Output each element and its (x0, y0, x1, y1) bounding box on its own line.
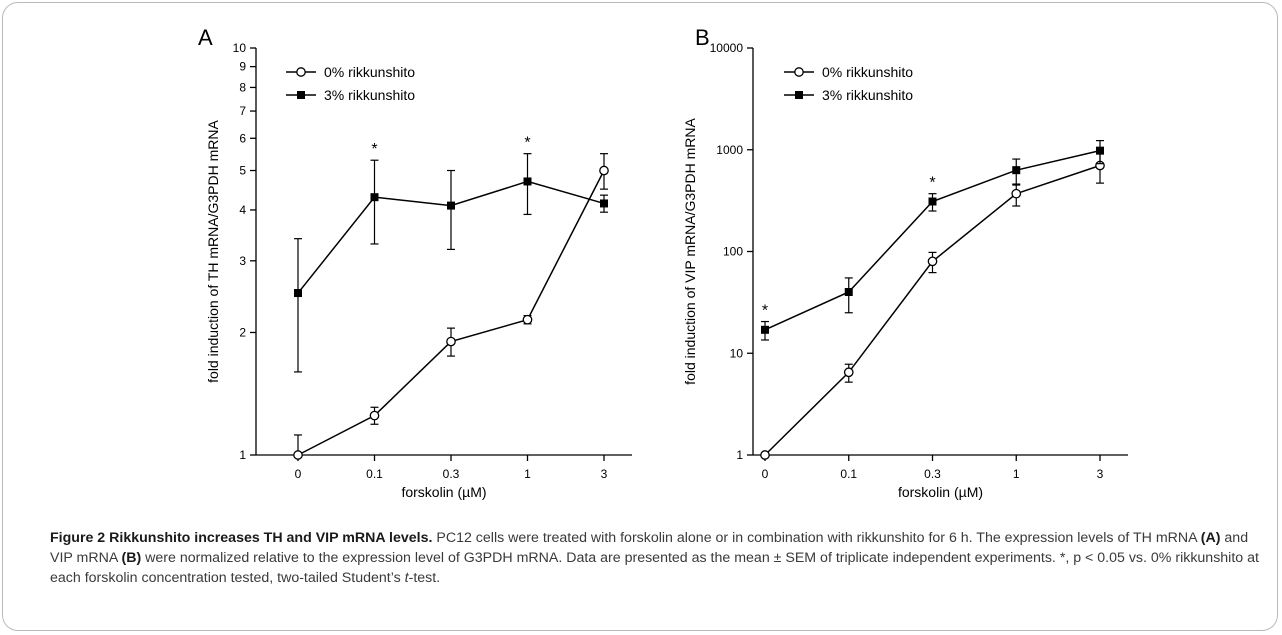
legend-marker (297, 91, 305, 99)
y-tick-label: 10000 (710, 41, 744, 55)
significance-marker: * (371, 141, 377, 158)
x-tick-label: 0 (295, 467, 302, 481)
data-point (599, 165, 609, 176)
x-tick-label: 0.3 (443, 467, 460, 481)
legend-item: 0% rikkunshito (784, 64, 913, 80)
caption-text-1: PC12 cells were treated with forskolin a… (436, 530, 1197, 546)
y-tick-label: 10 (730, 346, 744, 360)
legend-item: 3% rikkunshito (784, 87, 913, 103)
series-0pct (293, 153, 609, 460)
y-tick-label: 2 (239, 325, 246, 339)
data-point (293, 450, 303, 460)
data-point (600, 199, 608, 208)
y-tick-label: 9 (239, 60, 246, 74)
data-point (844, 287, 853, 296)
x-tick-label: 3 (601, 467, 608, 481)
y-axis-label: fold induction of TH mRNA/G3PDH mRNA (205, 119, 221, 382)
series-0pct (760, 152, 1105, 460)
data-point (843, 367, 854, 378)
data-point (370, 193, 379, 202)
y-tick-label: 1 (239, 448, 246, 462)
x-axis-label: forskolin (µM) (898, 484, 983, 500)
data-point (927, 256, 938, 267)
y-tick-label: 1 (736, 448, 743, 462)
y-tick-label: 6 (239, 131, 246, 145)
legend-label: 0% rikkunshito (324, 64, 415, 80)
x-axis-label: forskolin (µM) (401, 484, 486, 500)
panel-letter-a: A (198, 25, 213, 50)
caption-italic-t: t (404, 570, 409, 586)
y-axis-label: fold induction of VIP mRNA/G3PDH mRNA (682, 118, 698, 385)
y-tick-label: 3 (239, 254, 246, 268)
y-tick-label: 10 (233, 41, 247, 55)
y-tick-label: 5 (239, 164, 246, 178)
data-point (928, 197, 937, 206)
caption-text-4: -test. (408, 570, 441, 586)
y-tick-label: 1000 (716, 143, 743, 157)
legend-label: 3% rikkunshito (324, 87, 415, 103)
legend-label: 0% rikkunshito (822, 64, 913, 80)
panel-b: B 1 10 100 1000 10000 0 0.1 0.3 1 3 forskolin (µM) f… (682, 25, 1128, 500)
legend-item: 0% rikkunshito (286, 64, 415, 80)
caption-title: Rikkunshito increases TH and VIP mRNA le… (109, 530, 433, 546)
data-point (1096, 146, 1104, 155)
legend-item: 3% rikkunshito (286, 87, 415, 103)
legend-label: 3% rikkunshito (822, 87, 913, 103)
significance-marker: * (929, 175, 935, 192)
data-point (369, 410, 380, 421)
caption-text-2: and VIP mRNA (50, 530, 1249, 566)
series-3pct (761, 140, 1104, 341)
data-point (1012, 166, 1021, 175)
data-point (446, 336, 456, 347)
data-point (294, 289, 302, 298)
caption-bold-a: (A) (1200, 530, 1221, 546)
y-tick-label: 8 (239, 80, 246, 94)
y-tick-label: 100 (723, 245, 743, 259)
panel-a: A 1 2 3 4 5 6 7 8 9 10 0 0.1 0.3 1 3 forskolin (µM) fold … (198, 25, 632, 500)
significance-marker: * (524, 135, 530, 152)
legend-marker (795, 91, 803, 99)
caption-label: Figure 2 (50, 530, 106, 546)
y-tick-label: 7 (239, 104, 246, 118)
series-3pct (294, 153, 608, 373)
x-tick-label: 0 (762, 467, 769, 481)
x-tick-label: 1 (1013, 467, 1020, 481)
data-point (523, 177, 532, 186)
caption-text-3: were normalized relative to the expressi… (50, 550, 1259, 586)
x-tick-label: 1 (524, 467, 531, 481)
legend-marker (794, 67, 804, 77)
x-tick-label: 0.1 (366, 467, 383, 481)
y-tick-label: 4 (239, 203, 246, 217)
data-point (1011, 188, 1022, 199)
figure-caption: Figure 2 Rikkunshito increases TH and VI… (50, 528, 1265, 588)
data-point (761, 325, 769, 334)
caption-bold-b: (B) (121, 550, 142, 566)
x-tick-label: 0.1 (840, 467, 857, 481)
legend-marker (296, 67, 306, 77)
data-point (522, 314, 533, 325)
significance-marker: * (762, 303, 768, 320)
x-tick-label: 3 (1097, 467, 1104, 481)
data-point (760, 450, 770, 460)
data-point (447, 201, 455, 210)
x-tick-label: 0.3 (924, 467, 941, 481)
panel-letter-b: B (695, 25, 710, 50)
